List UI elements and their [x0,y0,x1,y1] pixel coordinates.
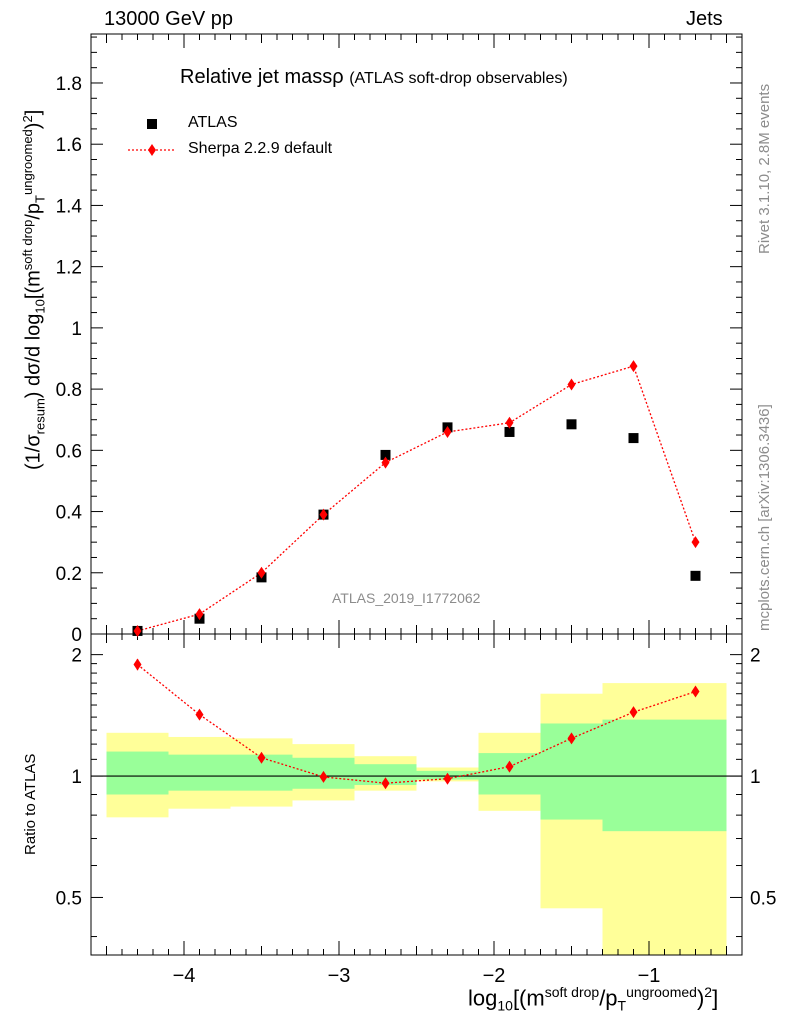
y-tick-label: 0.6 [56,441,82,462]
y-tick-label: 1.6 [56,135,82,156]
x-tick-label: −3 [328,965,351,987]
sherpa-ratio-line [137,664,696,784]
y-axis-label-main: (1/σresum) dσ/d log10[(msoft drop/pTungr… [20,109,48,470]
sherpa-ratio-point [567,732,576,745]
sherpa-point [319,508,328,521]
atlas-point [318,509,329,520]
band-outer [478,732,541,811]
band-inner [540,723,603,820]
atlas-point [628,433,639,444]
plot-title: Relative jet massρ (ATLAS soft-drop obse… [180,66,568,89]
ratio-panel-marks [133,658,700,790]
legend-atlas-label: ATLAS [188,114,238,131]
band-outer [106,732,169,818]
ratio-panel-axes: −4 −3 −2 −10.5 0.51 12 2 [56,633,776,987]
sherpa-ratio-point [505,760,514,773]
sherpa-point [691,536,700,549]
legend-sherpa-marker [128,144,176,156]
band-outer [416,767,479,782]
atlas-point [256,572,267,583]
sherpa-point [505,416,514,429]
ratio-uncertainty-bands [106,683,727,955]
band-outer [664,683,727,955]
sherpa-ratio-point [133,658,142,671]
y-tick-label: 1 [71,319,82,340]
y-tick-label: 1.4 [56,196,83,217]
y-tick-label: 1.2 [56,258,82,279]
band-inner [106,751,169,795]
sherpa-point [629,360,638,373]
x-axis-label: log10[(msoft drop/pTungroomed)2] [468,984,719,1014]
process-label: Jets [686,8,723,30]
y-tick-label: 0.4 [56,503,83,524]
sherpa-point [195,608,204,621]
atlas-point [504,426,515,437]
ratio-tick-label-right: 0.5 [750,888,776,909]
sherpa-ratio-point [443,772,452,785]
band-inner [292,757,355,789]
band-inner [168,754,231,791]
y-axis-label-ratio: Ratio to ATLAS [22,753,39,855]
band-inner [602,719,665,832]
ratio-tick-label-left: 0.5 [56,888,82,909]
band-inner [416,770,479,780]
band-inner [230,754,293,791]
band-outer [540,693,603,909]
atlas-point [194,613,205,624]
ratio-tick-label-left: 2 [71,646,82,667]
plot-title-sub: (ATLAS soft-drop observables) [349,70,568,87]
sherpa-point [567,378,576,391]
legend: ATLAS Sherpa 2.2.9 default [128,114,400,164]
sherpa-point [443,425,452,438]
atlas-point [442,422,453,433]
ratio-frame [90,633,743,956]
band-outer [602,683,665,955]
band-inner [478,753,541,795]
band-outer [354,756,417,791]
atlas-point [380,449,391,460]
band-outer [230,738,293,807]
sherpa-point [257,566,266,579]
sherpa-ratio-point [195,708,204,721]
legend-sherpa-label: Sherpa 2.2.9 default [188,140,333,157]
band-outer [168,736,231,809]
rivet-label: Rivet 3.1.10, 2.8M events [756,83,773,254]
ratio-tick-label-left: 1 [71,767,82,788]
mcplots-label: mcplots.cern.ch [arXiv:1306.3436] [756,404,773,631]
energy-label: 13000 GeV pp [104,8,233,30]
analysis-watermark: ATLAS_2019_I1772062 [332,590,481,606]
x-tick-label: −4 [173,965,196,987]
y-tick-label: 0 [71,625,82,646]
ratio-tick-label-right: 1 [750,767,761,788]
atlas-point [132,625,143,636]
atlas-point [566,419,577,430]
sherpa-ratio-point [319,770,328,783]
band-inner [354,764,417,786]
sherpa-ratio-point [257,751,266,764]
sherpa-point [381,456,390,469]
atlas-point [690,570,701,581]
y-tick-label: 0.8 [56,380,82,401]
legend-atlas-marker [147,119,157,129]
sherpa-point [133,624,142,637]
band-outer [292,744,355,801]
sherpa-ratio-point [629,706,638,719]
band-inner [664,719,727,832]
plot-title-main: Relative jet massρ [180,66,344,88]
y-tick-label: 1.8 [56,74,82,95]
y-tick-label: 0.2 [56,564,82,585]
ratio-tick-label-right: 2 [750,646,761,667]
sherpa-ratio-point [691,685,700,698]
sherpa-ratio-point [381,777,390,790]
